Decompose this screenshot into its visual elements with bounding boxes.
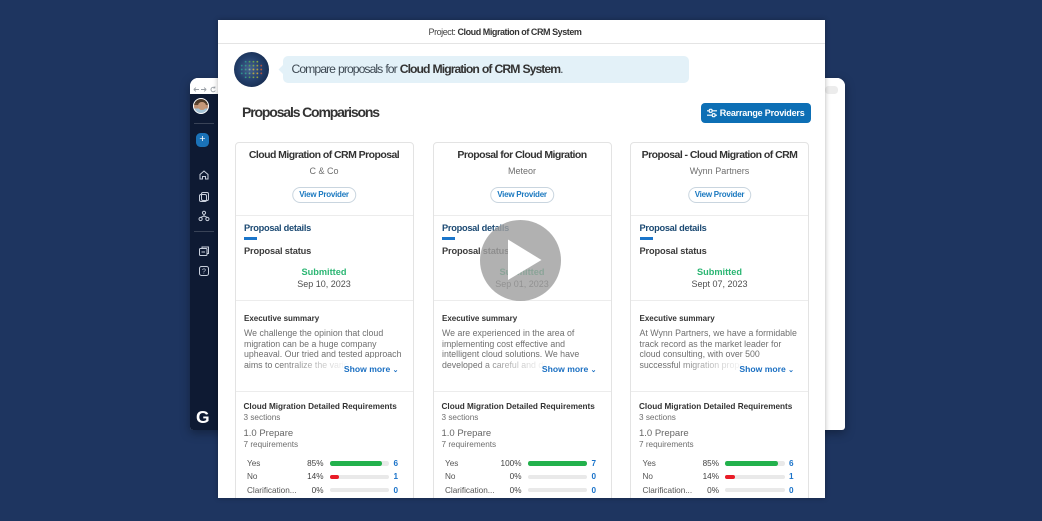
- svg-text:?: ?: [202, 269, 206, 276]
